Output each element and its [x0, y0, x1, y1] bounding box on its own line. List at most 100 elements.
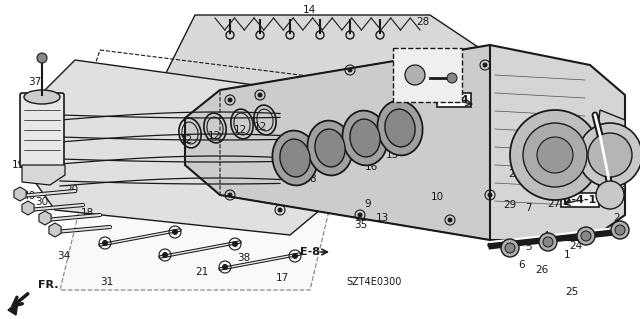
Polygon shape [22, 165, 65, 185]
Text: 14: 14 [302, 5, 316, 15]
Circle shape [358, 212, 362, 218]
Circle shape [447, 73, 457, 83]
Text: 30: 30 [35, 197, 49, 207]
Text: 37: 37 [28, 77, 42, 87]
Circle shape [505, 243, 515, 253]
Ellipse shape [350, 119, 380, 157]
Circle shape [348, 68, 353, 72]
Text: 5: 5 [525, 242, 531, 252]
Ellipse shape [342, 111, 388, 166]
Text: 1: 1 [564, 250, 570, 260]
Circle shape [405, 65, 425, 85]
Ellipse shape [378, 100, 422, 155]
Text: 20: 20 [65, 185, 79, 195]
Text: 4: 4 [543, 231, 549, 241]
Text: 40: 40 [22, 191, 36, 201]
Text: FR.: FR. [38, 280, 58, 290]
Circle shape [577, 227, 595, 245]
Circle shape [447, 218, 452, 222]
Circle shape [611, 221, 629, 239]
Text: 6: 6 [518, 260, 525, 270]
Text: 11: 11 [611, 156, 625, 166]
Circle shape [483, 63, 488, 68]
Circle shape [37, 53, 47, 63]
Text: 21: 21 [195, 267, 209, 277]
Text: 13: 13 [385, 150, 399, 160]
Circle shape [488, 192, 493, 197]
Text: B-4-1: B-4-1 [563, 195, 596, 205]
Circle shape [596, 181, 624, 209]
Text: 12: 12 [179, 135, 193, 145]
Text: B-24: B-24 [440, 95, 468, 105]
Text: 18: 18 [81, 208, 93, 218]
Text: 12: 12 [207, 131, 221, 141]
Circle shape [227, 98, 232, 102]
Circle shape [578, 123, 640, 187]
Circle shape [292, 253, 298, 259]
Polygon shape [22, 201, 34, 215]
Circle shape [102, 240, 108, 246]
Ellipse shape [273, 130, 317, 185]
Circle shape [172, 229, 178, 235]
FancyBboxPatch shape [20, 93, 64, 167]
Text: 36: 36 [606, 143, 620, 153]
Polygon shape [60, 165, 340, 290]
Circle shape [227, 192, 232, 197]
Text: 38: 38 [237, 253, 251, 263]
Text: 15: 15 [547, 181, 561, 191]
Text: 26: 26 [536, 265, 548, 275]
Ellipse shape [315, 129, 345, 167]
Text: 31: 31 [100, 277, 114, 287]
Polygon shape [14, 187, 26, 201]
Polygon shape [185, 45, 530, 240]
Text: 22: 22 [433, 63, 447, 73]
Circle shape [222, 264, 228, 270]
Circle shape [501, 239, 519, 257]
Text: 10: 10 [431, 192, 444, 202]
Text: 17: 17 [275, 273, 289, 283]
Text: E-8: E-8 [300, 247, 320, 257]
Circle shape [428, 53, 433, 57]
Circle shape [510, 110, 600, 200]
Circle shape [523, 123, 587, 187]
Circle shape [257, 93, 262, 98]
Text: 16: 16 [364, 162, 378, 172]
Circle shape [539, 233, 557, 251]
Circle shape [278, 207, 282, 212]
Polygon shape [155, 15, 490, 195]
Text: 29: 29 [504, 200, 516, 210]
Circle shape [162, 252, 168, 258]
Circle shape [615, 225, 625, 235]
Polygon shape [39, 211, 51, 225]
Polygon shape [490, 45, 625, 240]
Ellipse shape [307, 121, 353, 175]
Text: 27: 27 [547, 199, 561, 209]
Text: 23: 23 [429, 79, 443, 89]
Text: 34: 34 [58, 251, 70, 261]
Circle shape [581, 231, 591, 241]
Circle shape [537, 137, 573, 173]
Text: 9: 9 [365, 199, 371, 209]
Text: SZT4E0300: SZT4E0300 [346, 277, 402, 287]
Text: 12: 12 [253, 122, 267, 132]
Text: 8: 8 [310, 174, 316, 184]
Text: 19: 19 [12, 160, 24, 170]
Ellipse shape [24, 90, 60, 104]
Circle shape [543, 237, 553, 247]
Circle shape [232, 241, 238, 247]
Text: 12: 12 [234, 125, 246, 135]
Text: 35: 35 [355, 220, 367, 230]
Text: 39: 39 [38, 166, 52, 176]
FancyBboxPatch shape [393, 48, 462, 102]
Ellipse shape [280, 139, 310, 177]
Text: 33: 33 [572, 128, 584, 138]
Polygon shape [8, 302, 18, 315]
Text: 28: 28 [417, 17, 429, 27]
Text: 3: 3 [557, 188, 563, 198]
Text: 25: 25 [565, 287, 579, 297]
Text: 2: 2 [614, 213, 620, 223]
Polygon shape [30, 60, 340, 235]
Text: 29: 29 [508, 169, 522, 179]
Circle shape [588, 133, 632, 177]
Text: 7: 7 [525, 203, 531, 213]
